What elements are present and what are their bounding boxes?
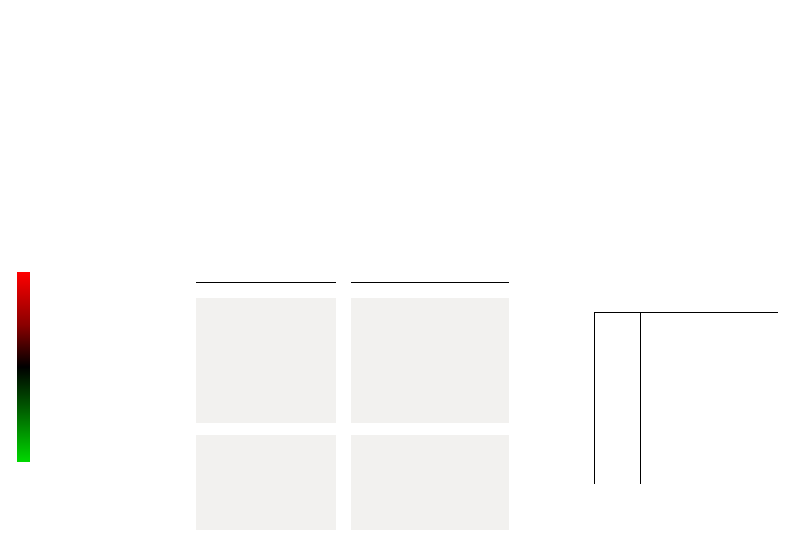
fold-expression-chart <box>540 312 788 484</box>
abemaciclib-cyt4-blot <box>351 435 509 530</box>
color-scale-bar <box>17 272 30 462</box>
control-group <box>196 266 336 530</box>
control-cyt3-blot <box>196 298 336 423</box>
control-top-annotations <box>196 283 336 298</box>
scatter-plot <box>215 8 617 268</box>
bar-chart-y-axis <box>594 312 596 484</box>
abemaciclib-group <box>351 266 509 530</box>
control-header <box>196 266 336 283</box>
control-cyt4-blot <box>196 435 336 530</box>
abemaciclib-top-annotations <box>351 283 509 298</box>
heatmap-column-pbs <box>84 74 94 84</box>
heatmap-column-abemaciclib <box>120 74 130 84</box>
reference-line-x1 <box>640 312 642 484</box>
bar-chart-x-axis <box>594 312 778 335</box>
abemaciclib-cyt3-blot <box>351 298 509 423</box>
abemaciclib-header <box>351 266 509 283</box>
